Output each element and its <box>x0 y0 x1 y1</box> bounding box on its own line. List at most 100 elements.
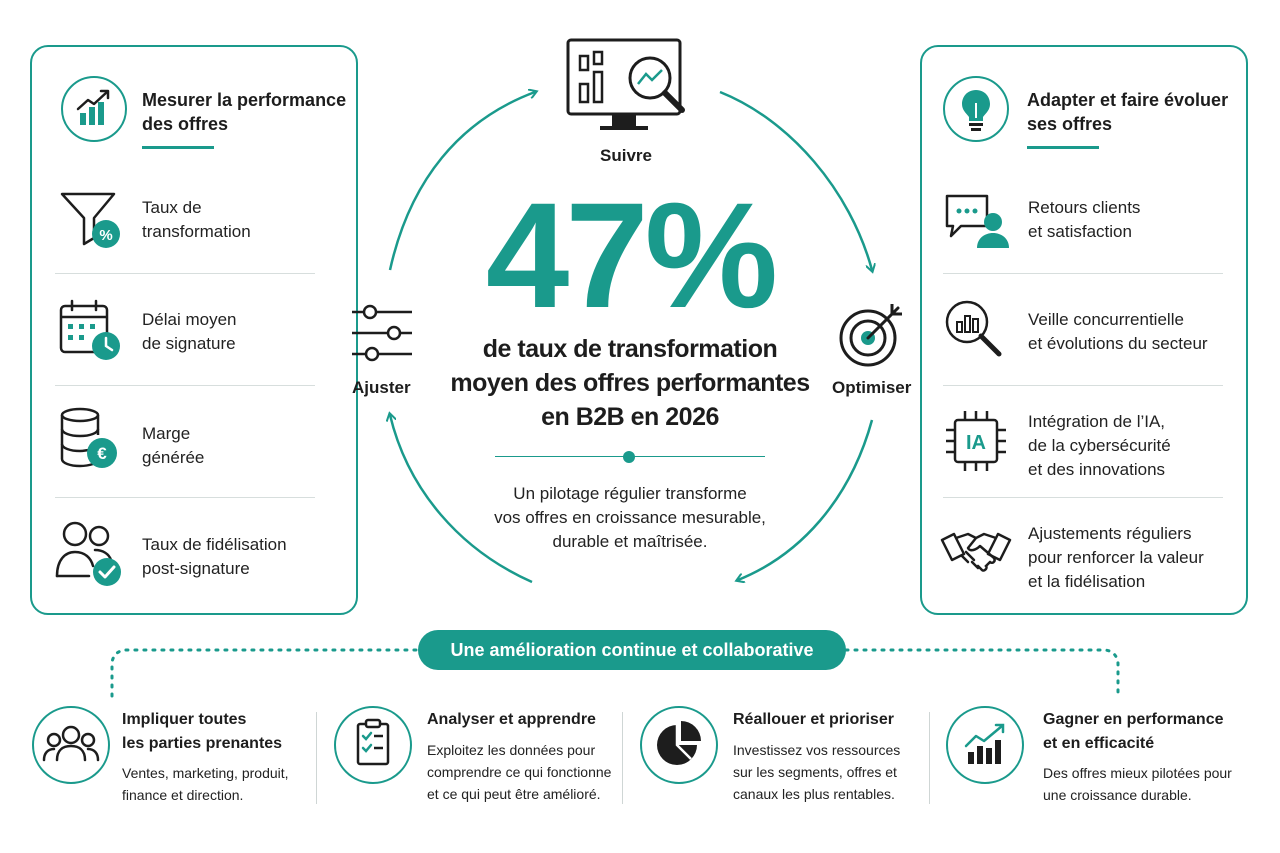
bottom-4-icon-circle <box>946 706 1024 784</box>
svg-text:€: € <box>97 444 107 463</box>
bottom-3-title-line1: Réallouer et prioriser <box>733 711 894 728</box>
right-item-4-line1: Ajustements réguliers <box>1028 524 1192 543</box>
bottom-2-desc: Exploitez les données pour comprendre ce… <box>427 739 611 805</box>
left-item-3-line2: générée <box>142 448 205 467</box>
left-item-3-text: Marge générée <box>142 422 204 470</box>
right-item-3-text: Intégration de l’IA, de la cybersécurité… <box>1028 410 1171 482</box>
left-item-2-text: Délai moyen de signature <box>142 308 237 356</box>
center-description: Un pilotage régulier transforme vos offr… <box>470 482 790 554</box>
right-divider-1 <box>943 273 1223 274</box>
right-item-1-line1: Retours clients <box>1028 198 1141 217</box>
bottom-3-icon-circle <box>640 706 718 784</box>
center-description-line1: Un pilotage régulier transforme <box>513 484 747 503</box>
svg-text:IA: IA <box>966 432 986 454</box>
right-item-4-line3: et la fidélisation <box>1028 572 1146 591</box>
left-item-2-line2: de signature <box>142 334 236 353</box>
funnel-percent-icon: % <box>60 192 120 248</box>
right-item-2-line2: et évolutions du secteur <box>1028 334 1208 353</box>
continuous-improvement-banner: Une amélioration continue et collaborati… <box>418 630 846 670</box>
bottom-separator-2 <box>622 712 623 804</box>
bottom-4-desc-line2: une croissance durable. <box>1043 787 1192 803</box>
users-check-icon <box>55 521 121 586</box>
left-panel-title-line2: des offres <box>142 114 229 134</box>
right-panel-underline <box>1027 146 1099 149</box>
sliders-icon <box>352 304 412 362</box>
left-item-4-line1: Taux de fidélisation <box>142 535 287 554</box>
left-divider-1 <box>55 273 315 274</box>
right-item-2-text: Veille concurrentielle et évolutions du … <box>1028 308 1208 356</box>
stat-caption-line3: en B2B en 2026 <box>541 403 719 431</box>
center-separator-dot <box>623 451 635 463</box>
bottom-3-desc-line2: sur les segments, offres et <box>733 764 897 780</box>
bottom-2-desc-line2: comprendre ce qui fonctionne <box>427 764 612 780</box>
right-panel-title: Adapter et faire évoluer ses offres <box>1027 88 1242 136</box>
svg-text:%: % <box>99 227 112 244</box>
left-item-1-line2: transformation <box>142 222 251 241</box>
dotted-connector <box>110 648 1120 698</box>
right-item-3-line3: et des innovations <box>1028 460 1166 479</box>
arc-bottom-right <box>738 419 874 580</box>
right-panel-title-line2: ses offres <box>1027 114 1113 134</box>
right-item-3-line1: Intégration de l’IA, <box>1028 412 1166 431</box>
bottom-1-title: Impliquer toutes les parties prenantes <box>122 708 282 756</box>
bottom-1-title-line1: Impliquer toutes <box>122 711 247 728</box>
left-item-4-line2: post-signature <box>142 559 250 578</box>
left-item-2-line1: Délai moyen <box>142 310 237 329</box>
label-suivre: Suivre <box>600 146 652 165</box>
bottom-3-desc: Investissez vos ressources sur les segme… <box>733 739 900 805</box>
bottom-4-title-line1: Gagner en performance <box>1043 711 1224 728</box>
handshake-icon <box>940 532 1012 572</box>
left-panel-underline <box>142 146 214 149</box>
stat-value: 47% <box>485 171 778 339</box>
target-icon <box>839 304 902 367</box>
left-item-4-text: Taux de fidélisation post-signature <box>142 533 287 581</box>
bottom-4-title-line2: et en efficacité <box>1043 735 1155 752</box>
right-divider-3 <box>943 497 1223 498</box>
calendar-clock-icon <box>59 299 120 360</box>
bottom-1-icon-circle <box>32 706 110 784</box>
bottom-1-desc: Ventes, marketing, produit, finance et d… <box>122 762 289 806</box>
right-item-2-line1: Veille concurrentielle <box>1028 310 1184 329</box>
bottom-separator-3 <box>929 712 930 804</box>
right-panel-title-line1: Adapter et faire évoluer <box>1027 90 1229 110</box>
center-description-line2: vos offres en croissance mesurable, <box>494 508 766 527</box>
bottom-separator-1 <box>316 712 317 804</box>
pie-chart-icon <box>657 721 701 765</box>
arc-bottom-left <box>390 415 533 584</box>
magnifier-chart-icon <box>945 300 1002 357</box>
trending-chart-icon <box>76 89 110 125</box>
label-ajuster: Ajuster <box>352 378 411 397</box>
stat-caption-line2: moyen des offres performantes <box>450 369 810 397</box>
bottom-2-title-line1: Analyser et apprendre <box>427 711 596 728</box>
right-item-4-text: Ajustements réguliers pour renforcer la … <box>1028 522 1204 594</box>
bottom-1-title-line2: les parties prenantes <box>122 735 283 752</box>
growth-chart-icon <box>964 723 1005 764</box>
lightbulb-icon <box>962 90 990 131</box>
bottom-1-desc-line2: finance et direction. <box>122 787 244 803</box>
right-item-3-line2: de la cybersécurité <box>1028 436 1171 455</box>
stat-caption: de taux de transformation moyen des offr… <box>430 332 830 434</box>
cycle-arrows <box>370 70 900 600</box>
right-item-4-line2: pour renforcer la valeur <box>1028 548 1204 567</box>
left-divider-3 <box>55 497 315 498</box>
monitor-analytics-icon <box>566 38 685 130</box>
left-panel-title-line1: Mesurer la performance <box>142 90 347 110</box>
arc-top-right <box>719 90 872 270</box>
bottom-3-title: Réallouer et prioriser <box>733 708 894 732</box>
left-divider-2 <box>55 385 315 386</box>
bottom-3-desc-line3: canaux les plus rentables. <box>733 786 895 802</box>
bottom-4-desc-line1: Des offres mieux pilotées pour <box>1043 765 1232 781</box>
left-item-3-line1: Marge <box>142 424 191 443</box>
bottom-4-desc: Des offres mieux pilotées pour une crois… <box>1043 762 1232 806</box>
bottom-2-icon-circle <box>334 706 412 784</box>
left-item-1-line1: Taux de <box>142 198 202 217</box>
right-item-1-line2: et satisfaction <box>1028 222 1132 241</box>
label-optimiser: Optimiser <box>832 378 912 397</box>
right-divider-2 <box>943 385 1223 386</box>
bottom-2-desc-line3: et ce qui peut être amélioré. <box>427 786 601 802</box>
right-panel-header-icon <box>943 76 1009 142</box>
team-icon <box>42 725 100 762</box>
right-item-1-text: Retours clients et satisfaction <box>1028 196 1140 244</box>
left-item-1-text: Taux de transformation <box>142 196 251 244</box>
left-panel-title: Mesurer la performance des offres <box>142 88 352 136</box>
